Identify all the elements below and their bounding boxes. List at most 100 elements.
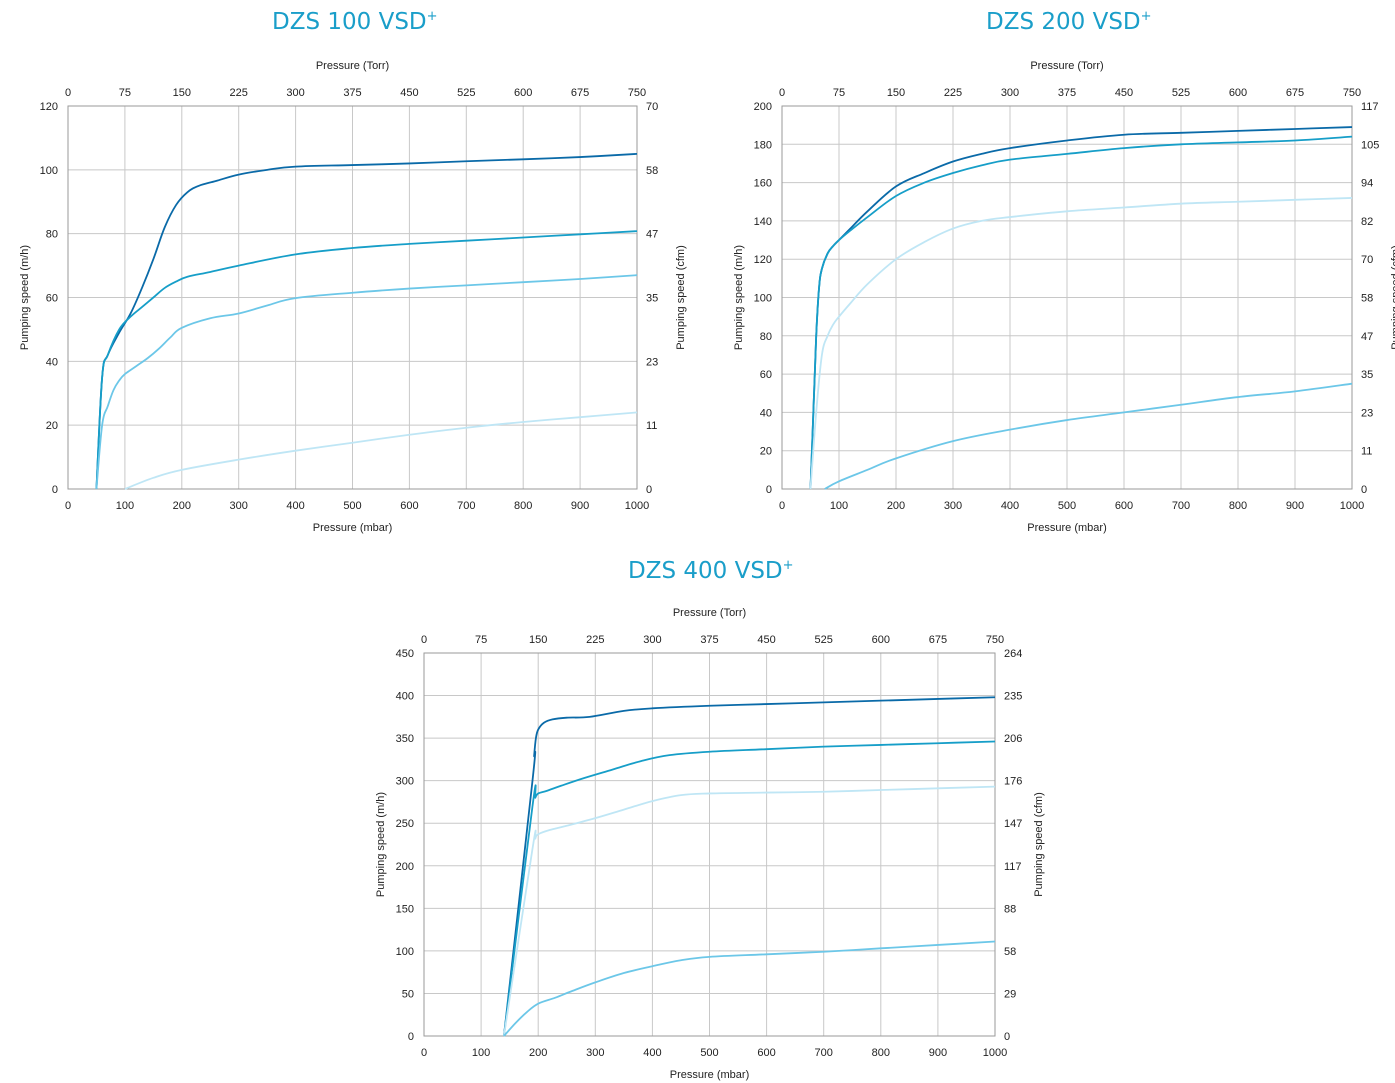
- x-tick-label: 200: [529, 1047, 547, 1059]
- x2-tick-label: 600: [872, 634, 890, 646]
- x2-tick-label: 675: [1286, 87, 1304, 99]
- x-tick-label: 0: [421, 1047, 427, 1059]
- x2-tick-label: 750: [628, 87, 646, 99]
- x2-tick-label: 75: [833, 87, 845, 99]
- x-tick-label: 700: [815, 1047, 833, 1059]
- y2-tick-label: 176: [1004, 776, 1022, 788]
- x2-tick-label: 525: [457, 87, 475, 99]
- y2-tick-label: 94: [1361, 178, 1373, 190]
- x-tick-label: 300: [944, 500, 962, 512]
- y2-tick-label: 35: [646, 293, 658, 305]
- y2-tick-label: 35: [1361, 369, 1373, 381]
- y-tick-label: 40: [760, 407, 772, 419]
- x-tick-label: 200: [887, 500, 905, 512]
- x-tick-label: 300: [230, 500, 248, 512]
- y2-tick-label: 58: [1361, 293, 1373, 305]
- y-tick-label: 250: [396, 818, 414, 830]
- x2-tick-label: 150: [173, 87, 191, 99]
- x2-tick-label: 225: [944, 87, 962, 99]
- x2-tick-label: 750: [986, 634, 1004, 646]
- y-tick-label: 200: [754, 101, 772, 113]
- x-tick-label: 700: [457, 500, 475, 512]
- y2-tick-label: 11: [646, 420, 657, 432]
- x2-tick-label: 0: [421, 634, 427, 646]
- y2-tick-label: 23: [1361, 407, 1373, 419]
- x2-tick-label: 75: [119, 87, 131, 99]
- series-line-0: [95, 152, 638, 490]
- series-line-0: [503, 696, 996, 1037]
- y-tick-label: 300: [396, 776, 414, 788]
- series-line-2: [95, 274, 638, 490]
- x-tick-label: 500: [343, 500, 361, 512]
- y2-tick-label: 58: [1004, 946, 1016, 958]
- x-tick-label: 900: [571, 500, 589, 512]
- y2-tick-label: 70: [1361, 254, 1373, 266]
- y2-axis-label: Pumping speed (cfm): [675, 245, 687, 350]
- y2-tick-label: 264: [1004, 648, 1022, 660]
- y2-tick-label: 82: [1361, 216, 1373, 228]
- x2-tick-label: 750: [1343, 87, 1361, 99]
- x2-tick-label: 525: [815, 634, 833, 646]
- series-line-1: [503, 740, 996, 1037]
- x-tick-label: 1000: [1340, 500, 1364, 512]
- y2-tick-label: 117: [1004, 861, 1022, 873]
- y-axis-label: Pumping speed (m/h): [733, 245, 745, 350]
- y2-tick-label: 29: [1004, 988, 1016, 1000]
- x2-axis-label: Pressure (Torr): [673, 607, 746, 619]
- x2-tick-label: 300: [643, 634, 661, 646]
- x-tick-label: 1000: [625, 500, 649, 512]
- y2-tick-label: 105: [1361, 139, 1379, 151]
- series-line-1: [809, 135, 1353, 490]
- x-tick-label: 100: [116, 500, 134, 512]
- series-line-1: [95, 230, 638, 490]
- y-tick-label: 60: [760, 369, 772, 381]
- y2-tick-label: 0: [1004, 1031, 1010, 1043]
- y-tick-label: 140: [754, 216, 772, 228]
- x2-tick-label: 600: [1229, 87, 1247, 99]
- x2-tick-label: 450: [757, 634, 775, 646]
- y2-tick-label: 88: [1004, 903, 1016, 915]
- series-line-3: [124, 411, 638, 490]
- x2-tick-label: 375: [343, 87, 361, 99]
- x-tick-label: 400: [643, 1047, 661, 1059]
- y-tick-label: 150: [396, 903, 414, 915]
- y2-tick-label: 147: [1004, 818, 1022, 830]
- x2-tick-label: 225: [586, 634, 604, 646]
- series-line-2: [809, 197, 1353, 490]
- chart-title: DZS 200 VSD+: [986, 9, 1152, 35]
- x2-tick-label: 300: [286, 87, 304, 99]
- y-tick-label: 0: [766, 484, 772, 496]
- y-tick-label: 120: [40, 101, 58, 113]
- x2-tick-label: 0: [65, 87, 71, 99]
- x-tick-label: 800: [872, 1047, 890, 1059]
- x-tick-label: 400: [1001, 500, 1019, 512]
- x-tick-label: 800: [514, 500, 532, 512]
- y2-tick-label: 47: [646, 229, 658, 241]
- x-tick-label: 200: [173, 500, 191, 512]
- y-tick-label: 100: [40, 165, 58, 177]
- x2-tick-label: 450: [400, 87, 418, 99]
- y-tick-label: 0: [52, 484, 58, 496]
- y2-axis-label: Pumping speed (cfm): [1033, 792, 1045, 897]
- y-tick-label: 120: [754, 254, 772, 266]
- y-tick-label: 200: [396, 861, 414, 873]
- y-tick-label: 80: [46, 229, 58, 241]
- x2-tick-label: 375: [700, 634, 718, 646]
- series-line-3: [824, 382, 1353, 490]
- x-tick-label: 900: [929, 1047, 947, 1059]
- x2-tick-label: 450: [1115, 87, 1133, 99]
- y-tick-label: 20: [760, 446, 772, 458]
- chart-title: DZS 100 VSD+: [272, 9, 438, 35]
- x-tick-label: 0: [779, 500, 785, 512]
- y2-tick-label: 0: [1361, 484, 1367, 496]
- x-tick-label: 500: [1058, 500, 1076, 512]
- plot-frame: [423, 652, 996, 1037]
- x2-axis-label: Pressure (Torr): [1030, 60, 1103, 72]
- y-tick-label: 20: [46, 420, 58, 432]
- x2-tick-label: 75: [475, 634, 487, 646]
- y2-tick-label: 11: [1361, 446, 1372, 458]
- x2-axis-label: Pressure (Torr): [316, 60, 389, 72]
- y-tick-label: 400: [396, 691, 414, 703]
